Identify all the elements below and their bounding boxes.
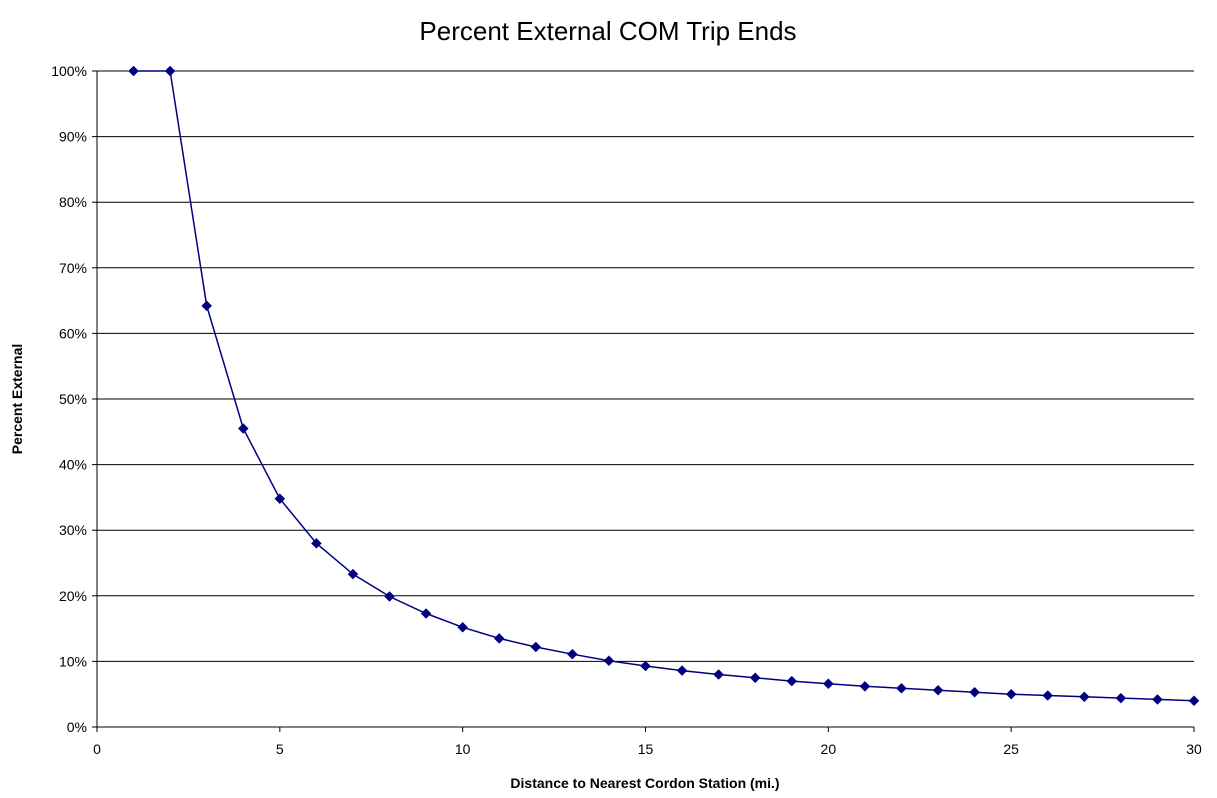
y-tick-label: 100% bbox=[51, 63, 87, 79]
y-tick-label: 70% bbox=[59, 260, 87, 276]
data-point-marker bbox=[420, 608, 432, 619]
data-point-marker bbox=[749, 672, 761, 684]
data-point-marker bbox=[896, 682, 907, 694]
data-point-marker bbox=[786, 675, 798, 687]
x-tick-label: 0 bbox=[93, 741, 101, 757]
data-point-marker bbox=[530, 641, 542, 653]
x-tick-label: 5 bbox=[276, 741, 284, 757]
x-tick-label: 15 bbox=[638, 741, 654, 757]
x-tick-label: 25 bbox=[1003, 741, 1019, 757]
data-point-marker bbox=[640, 660, 651, 672]
data-point-marker bbox=[603, 655, 615, 667]
data-point-marker bbox=[969, 686, 980, 698]
chart-title: Percent External COM Trip Ends bbox=[419, 16, 796, 46]
data-point-marker bbox=[822, 678, 834, 690]
x-tick-label: 20 bbox=[821, 741, 837, 757]
data-point-marker bbox=[676, 665, 688, 676]
y-tick-label: 30% bbox=[59, 522, 87, 538]
y-tick-label: 60% bbox=[59, 325, 87, 341]
data-point-marker bbox=[274, 493, 286, 505]
data-point-marker bbox=[567, 648, 578, 660]
x-tick-label: 30 bbox=[1186, 741, 1202, 757]
y-tick-label: 0% bbox=[67, 719, 87, 735]
data-point-marker bbox=[311, 537, 322, 549]
y-tick-label: 20% bbox=[59, 588, 87, 604]
x-tick-label: 10 bbox=[455, 741, 471, 757]
x-axis-label: Distance to Nearest Cordon Station (mi.) bbox=[510, 775, 779, 791]
y-axis-label: Percent External bbox=[9, 344, 25, 455]
series-layer bbox=[128, 65, 1200, 707]
data-point-marker bbox=[128, 65, 139, 77]
data-point-marker bbox=[1005, 688, 1017, 700]
y-tick-label: 40% bbox=[59, 457, 87, 473]
data-point-marker bbox=[347, 568, 359, 580]
data-point-marker bbox=[164, 65, 176, 77]
data-point-marker bbox=[859, 680, 871, 692]
data-point-marker bbox=[1042, 690, 1054, 701]
y-tick-label: 90% bbox=[59, 129, 87, 145]
data-point-marker bbox=[201, 300, 213, 312]
data-point-marker bbox=[1115, 692, 1127, 704]
y-tick-label: 80% bbox=[59, 194, 87, 210]
data-point-marker bbox=[932, 684, 944, 696]
data-point-marker bbox=[237, 423, 249, 434]
data-point-marker bbox=[1188, 695, 1200, 707]
axis-layer bbox=[92, 70, 1195, 732]
y-tick-label: 10% bbox=[59, 653, 87, 669]
series-line bbox=[133, 70, 1195, 702]
data-point-marker bbox=[384, 591, 395, 602]
text-layer: Percent External COM Trip Ends Distance … bbox=[9, 16, 1202, 791]
y-tick-label: 50% bbox=[59, 391, 87, 407]
data-point-marker bbox=[457, 621, 469, 633]
data-point-marker bbox=[1078, 691, 1090, 703]
grid-layer bbox=[97, 70, 1194, 662]
data-point-marker bbox=[1152, 694, 1163, 705]
data-point-marker bbox=[713, 669, 724, 680]
data-point-marker bbox=[493, 633, 505, 644]
